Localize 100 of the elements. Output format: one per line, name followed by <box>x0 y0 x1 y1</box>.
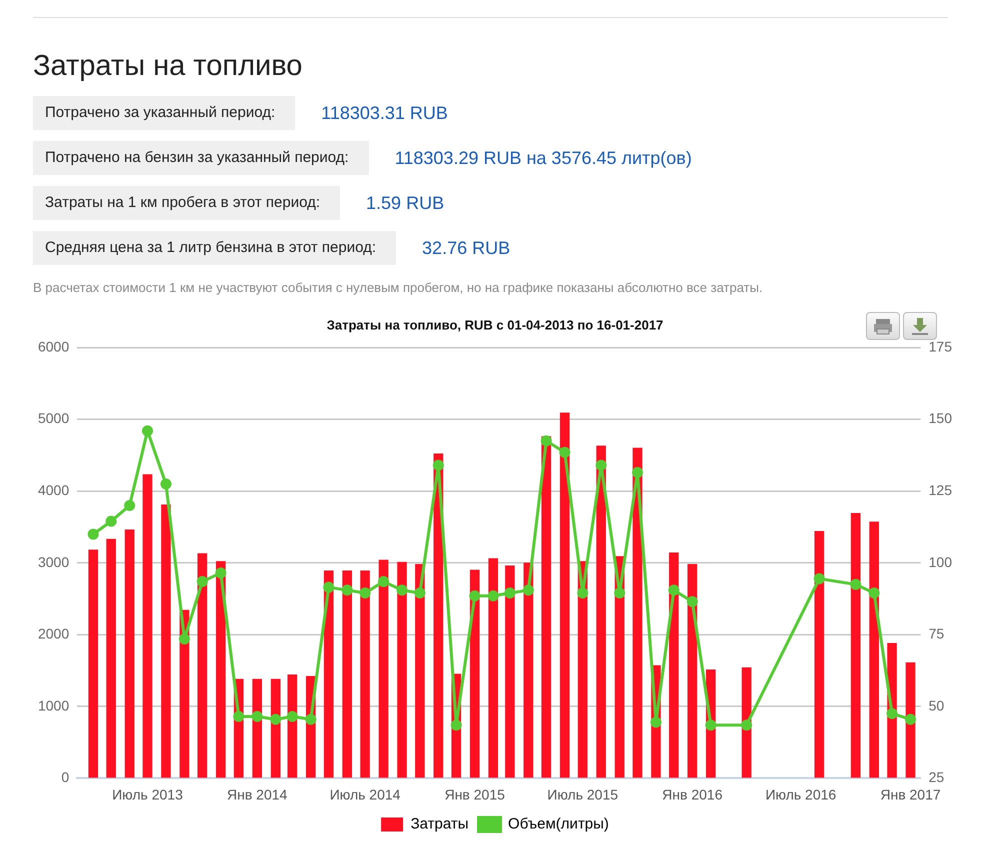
bar <box>360 570 370 778</box>
bar <box>161 504 171 778</box>
x-tick-label: Июль 2015 <box>547 786 618 802</box>
point <box>305 714 316 725</box>
point <box>215 567 226 578</box>
point <box>504 588 516 599</box>
x-tick-label: Янв 2016 <box>662 786 723 802</box>
point <box>178 633 190 644</box>
bar <box>669 552 679 778</box>
point <box>668 584 680 596</box>
point <box>559 446 570 458</box>
y-tick-label: 0 <box>61 769 70 786</box>
text: 118303.31 RUB <box>321 102 448 124</box>
bar <box>415 564 425 778</box>
point <box>577 588 588 599</box>
bar <box>216 561 226 778</box>
bar <box>688 564 698 778</box>
bar <box>342 570 352 778</box>
text: Затраты на 1 км пробега в этот период: <box>33 186 340 220</box>
bar <box>596 446 606 778</box>
y-tick-label: 4000 <box>38 482 70 498</box>
point <box>868 588 880 599</box>
x-tick-label: Янв 2015 <box>444 786 506 802</box>
text: Средняя цена за 1 литр бензина в этот период: <box>33 231 396 265</box>
point <box>160 478 172 490</box>
y2-tick-label: 75 <box>928 626 944 642</box>
point <box>396 584 408 596</box>
text: 118303.29 RUB на 3576.45 литр(ов) <box>394 148 692 168</box>
point <box>686 596 698 608</box>
point <box>142 425 153 436</box>
point <box>469 590 480 602</box>
point <box>252 710 263 722</box>
text: Потрачено на бензин за указанный период: <box>33 141 369 175</box>
point <box>886 708 898 720</box>
y-tick-label: 3000 <box>38 554 70 570</box>
y2-tick-label: 175 <box>928 338 952 354</box>
text: 32.76 RUB <box>422 238 510 258</box>
point <box>905 714 916 725</box>
bar <box>560 412 570 778</box>
text: 1.59 RUB <box>366 192 444 214</box>
y2-tick-label: 100 <box>928 554 952 570</box>
point <box>650 716 662 728</box>
y-tick-label: 6000 <box>38 338 70 354</box>
point <box>414 588 426 599</box>
point <box>705 720 716 731</box>
legend-label: Затраты <box>410 816 469 833</box>
point <box>286 710 298 722</box>
point <box>378 576 390 588</box>
point <box>196 576 208 588</box>
point <box>522 584 534 596</box>
point <box>124 500 136 511</box>
bar <box>524 562 534 778</box>
point <box>450 720 462 731</box>
y2-tick-label: 125 <box>928 482 952 498</box>
y-tick-label: 1000 <box>38 697 70 714</box>
y-tick-label: 2000 <box>38 626 70 642</box>
x-tick-label: Июль 2014 <box>330 786 401 802</box>
point <box>540 435 552 446</box>
text: В расчетах стоимости 1 км не участвуют события с нулевым пробегом, но на графике показаны абсолютно все затраты. <box>33 280 763 295</box>
bar <box>869 522 879 778</box>
point <box>632 466 643 478</box>
bar <box>198 553 208 778</box>
bar <box>488 558 498 778</box>
point <box>814 573 825 584</box>
y-tick-label: 5000 <box>38 410 70 426</box>
bar <box>288 674 298 778</box>
point <box>88 528 99 540</box>
x-tick-label: Янв 2014 <box>227 786 288 802</box>
bar <box>106 538 116 778</box>
point <box>614 588 626 599</box>
bar <box>378 560 388 778</box>
point <box>488 590 499 602</box>
bar <box>124 530 134 778</box>
bar <box>906 662 916 778</box>
point <box>432 460 444 471</box>
bar <box>470 570 480 778</box>
point <box>270 714 282 725</box>
text: Потрачено за указанный период: <box>33 96 296 130</box>
bar <box>324 570 334 778</box>
point <box>106 516 117 527</box>
bar <box>505 565 515 778</box>
y2-tick-label: 150 <box>928 410 952 426</box>
point <box>233 710 244 722</box>
point <box>360 588 371 599</box>
point <box>323 582 334 593</box>
x-tick-label: Янв 2017 <box>880 786 941 802</box>
bar <box>397 562 407 778</box>
y2-tick-label: 50 <box>928 697 944 714</box>
bar <box>814 530 824 778</box>
legend-label: Объем(литры) <box>508 816 609 833</box>
bar <box>142 474 152 778</box>
bar <box>541 436 552 778</box>
bar <box>850 513 860 778</box>
y2-tick-label: 25 <box>928 769 944 786</box>
text: Затраты на топливо <box>33 50 302 83</box>
point <box>850 578 862 590</box>
bar <box>88 550 98 778</box>
x-tick-label: Июль 2016 <box>765 786 836 802</box>
point <box>596 460 607 471</box>
chart-title: Затраты на топливо, RUB с 01-04-2013 по 16-01-2017 <box>326 317 664 332</box>
